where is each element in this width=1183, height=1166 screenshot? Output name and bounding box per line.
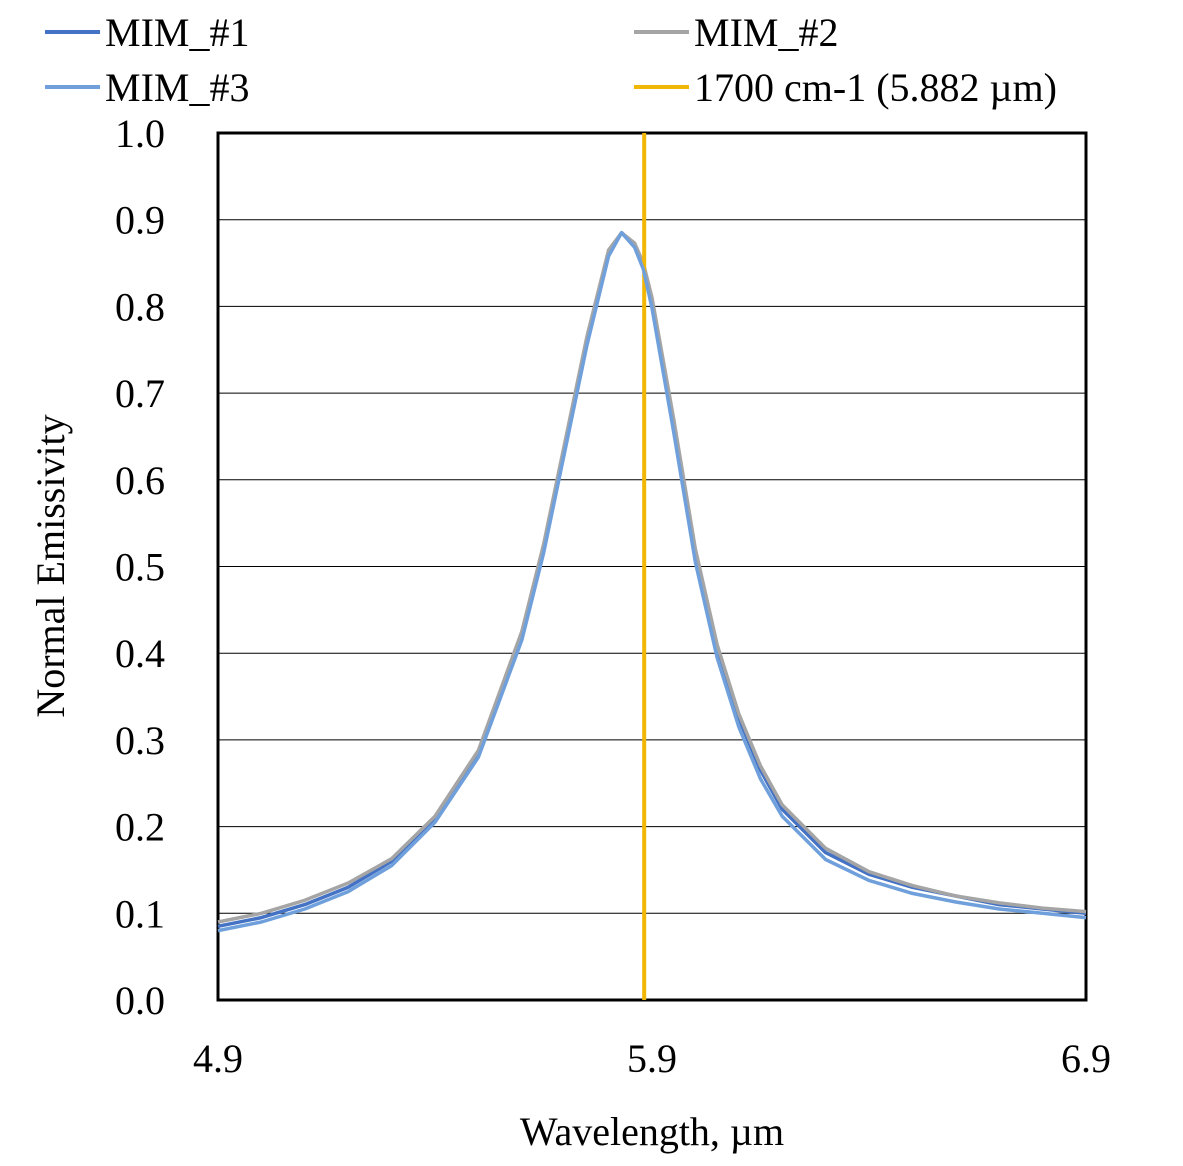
y-tick-label: 0.8 (115, 284, 165, 329)
legend: MIM_#1 MIM_#2 MIM_#3 1700 cm-1 (5.882 µm) (45, 10, 1057, 110)
plot-border (216, 131, 1088, 1002)
legend-label: MIM_#1 (105, 10, 249, 55)
x-tick-label: 4.9 (193, 1036, 243, 1081)
x-axis-label: Wavelength, µm (520, 1109, 784, 1154)
series-line-3 (217, 230, 1087, 933)
y-tick-label: 0.7 (115, 371, 165, 416)
legend-label: 1700 cm-1 (5.882 µm) (694, 65, 1057, 110)
series-line-2 (217, 230, 1087, 924)
y-tick-label: 1.0 (115, 111, 165, 156)
legend-label: MIM_#3 (105, 65, 249, 110)
x-tick-labels: 4.9 5.9 6.9 (193, 1036, 1111, 1081)
legend-label: MIM_#2 (694, 10, 838, 55)
y-tick-label: 0.4 (115, 631, 165, 676)
series-line-1 (217, 230, 1087, 929)
grid-lines (218, 219, 1086, 914)
y-tick-label: 0.9 (115, 198, 165, 243)
y-tick-label: 0.1 (115, 891, 165, 936)
plot-area (216, 131, 1088, 1002)
x-tick-label: 5.9 (627, 1036, 677, 1081)
y-tick-labels: 0.0 0.1 0.2 0.3 0.4 0.5 0.6 0.7 0.8 0.9 1.0 (115, 111, 165, 1023)
series-lines (217, 133, 1087, 1000)
y-tick-label: 0.5 (115, 545, 165, 590)
x-tick-label: 6.9 (1061, 1036, 1111, 1081)
y-tick-label: 0.3 (115, 718, 165, 763)
y-tick-label: 0.2 (115, 805, 165, 850)
y-tick-label: 0.6 (115, 458, 165, 503)
y-tick-label: 0.0 (115, 978, 165, 1023)
y-axis-label: Normal Emissivity (28, 414, 73, 717)
